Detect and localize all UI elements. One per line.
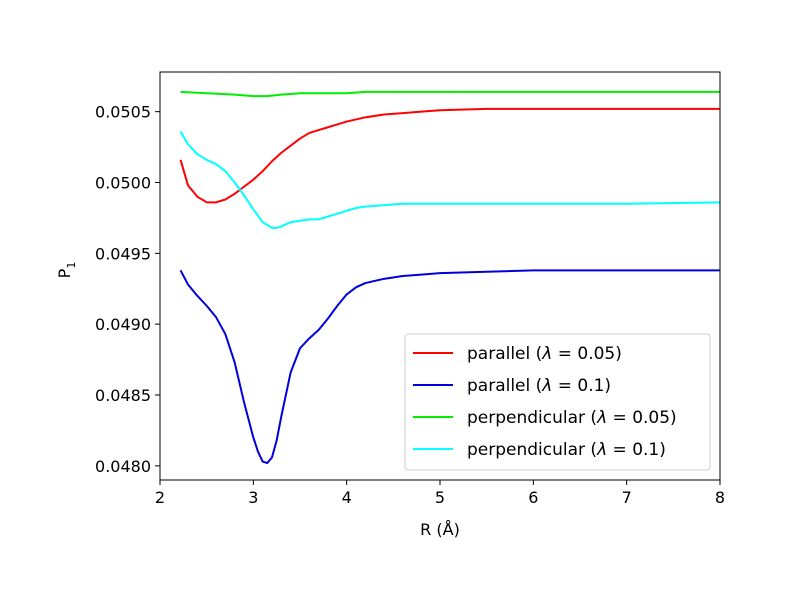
- x-tick-label: 6: [528, 488, 538, 507]
- legend-label-value: = 0.1): [552, 376, 611, 396]
- legend-label-3: perpendicular (λ = 0.1): [467, 440, 666, 460]
- y-tick-label: 0.0495: [95, 244, 151, 263]
- legend-label-2: perpendicular (λ = 0.05): [467, 408, 677, 428]
- legend-label-value: = 0.05): [607, 408, 677, 428]
- y-axis-label: P1: [55, 262, 78, 279]
- legend-label-lambda: λ: [596, 440, 607, 460]
- y-axis-label-sub: 1: [65, 262, 78, 269]
- legend-label-lambda: λ: [541, 344, 552, 364]
- axes: 2 3 4 5 6 7 8 0.0480 0.0485 0.0490 0.0495 0.0500 0.0…: [95, 71, 725, 507]
- x-axis-label: R (Å): [420, 520, 460, 539]
- series-line-1: [179, 269, 720, 464]
- legend-label-value: = 0.1): [607, 440, 666, 460]
- x-tick-label: 5: [435, 488, 445, 507]
- x-tick-label: 2: [155, 488, 165, 507]
- series-line-2: [180, 90, 720, 98]
- legend-label-lambda: λ: [596, 408, 607, 428]
- legend: parallel (λ = 0.05)parallel (λ = 0.1)per…: [404, 333, 711, 471]
- y-tick-label: 0.0480: [95, 457, 151, 476]
- legend-label-text: parallel (: [467, 376, 542, 396]
- series-line-3: [179, 130, 720, 229]
- x-tick-label: 4: [342, 488, 352, 507]
- y-tick-label: 0.0490: [95, 315, 151, 334]
- legend-label-text: parallel (: [467, 344, 542, 364]
- legend-box: [404, 333, 711, 471]
- series-line-0: [179, 107, 720, 204]
- x-tick-label: 3: [248, 488, 258, 507]
- legend-label-0: parallel (λ = 0.05): [467, 344, 622, 364]
- legend-label-lambda: λ: [541, 376, 552, 396]
- legend-label-1: parallel (λ = 0.1): [467, 376, 611, 396]
- y-tick-label: 0.0505: [95, 103, 151, 122]
- y-tick-label: 0.0500: [95, 174, 151, 193]
- x-tick-label: 8: [715, 488, 725, 507]
- y-tick-label: 0.0485: [95, 386, 151, 405]
- legend-label-value: = 0.05): [552, 344, 622, 364]
- legend-label-text: perpendicular (: [467, 440, 597, 460]
- legend-label-text: perpendicular (: [467, 408, 597, 428]
- x-tick-label: 7: [622, 488, 632, 507]
- y-axis-label-main: P: [55, 268, 74, 278]
- plot-area: [179, 90, 720, 464]
